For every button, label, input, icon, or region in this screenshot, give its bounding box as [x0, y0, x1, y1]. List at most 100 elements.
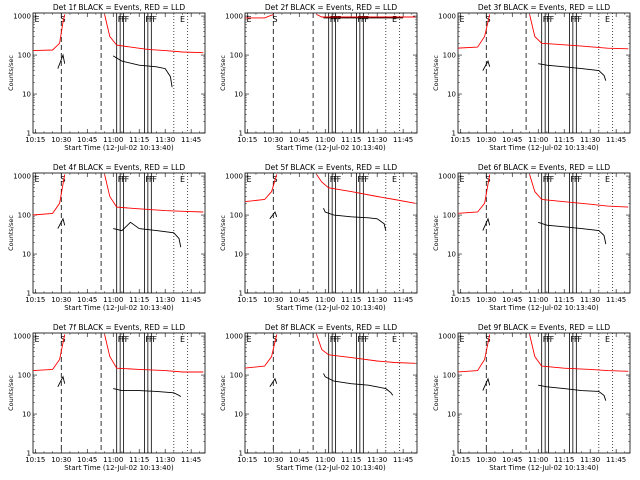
y-tick-label: 1000	[225, 173, 243, 181]
detector-panel-9: Det 9f BLACK = Events, RED = LLD 1 10 100 10…	[432, 323, 631, 472]
x-axis-label: Start Time (12-Jul-02 10:13:40)	[276, 304, 386, 312]
flare-marker-label: F	[152, 15, 157, 24]
saa-marker-label: S	[485, 335, 490, 344]
lld-series-line	[104, 14, 204, 54]
y-axis-label: Counts/sec	[7, 55, 15, 91]
events-series-line	[538, 384, 607, 401]
y-tick-label: 100	[18, 212, 31, 220]
x-tick-label: 10:30	[476, 296, 496, 304]
x-axis-label: Start Time (12-Jul-02 10:13:40)	[64, 144, 174, 152]
y-tick-label: 1	[27, 450, 31, 458]
x-tick-label: 10:30	[263, 296, 283, 304]
events-series-line	[113, 388, 182, 397]
plot-frame	[32, 332, 206, 454]
y-tick-label: 1000	[225, 13, 243, 21]
lld-series-line	[316, 174, 416, 204]
x-tick-label: 11:15	[129, 136, 149, 144]
eclipse-marker-label: E	[180, 335, 185, 344]
x-tick-label: 11:30	[367, 136, 387, 144]
flare-marker-label: F	[125, 15, 130, 24]
saa-marker-label: S	[485, 175, 490, 184]
panel-title: Det 2f BLACK = Events, RED = LLD	[265, 3, 398, 12]
x-tick-label: 11:00	[315, 456, 335, 464]
lld-series-line	[245, 174, 278, 203]
y-axis-label: Counts/sec	[219, 375, 227, 411]
x-tick-label: 10:30	[263, 136, 283, 144]
lld-series-line	[458, 174, 491, 214]
y-tick-label: 1	[27, 290, 31, 298]
y-tick-label: 1	[452, 130, 456, 138]
y-tick-label: 10	[447, 91, 456, 99]
eclipse-marker-label: E	[460, 335, 465, 344]
panel-title: Det 6f BLACK = Events, RED = LLD	[478, 163, 611, 172]
lld-series-line	[529, 14, 629, 50]
y-tick-label: 1	[452, 290, 456, 298]
y-tick-label: 100	[230, 212, 243, 220]
y-tick-label: 1	[239, 130, 243, 138]
x-tick-label: 11:00	[103, 296, 123, 304]
x-tick-label: 11:00	[528, 136, 548, 144]
events-series-line	[57, 217, 66, 229]
x-tick-label: 10:15	[25, 456, 45, 464]
eclipse-marker-label: E	[35, 335, 40, 344]
flare-marker-label: F	[550, 15, 555, 24]
x-tick-label: 10:45	[77, 296, 97, 304]
x-tick-label: 11:45	[393, 136, 413, 144]
x-tick-label: 10:15	[237, 136, 257, 144]
y-tick-label: 1000	[13, 13, 31, 21]
x-axis-label: Start Time (12-Jul-02 10:13:40)	[64, 304, 174, 312]
y-tick-label: 10	[22, 411, 31, 419]
x-tick-label: 10:45	[77, 136, 97, 144]
lld-series-line	[458, 334, 491, 373]
x-tick-label: 10:15	[25, 296, 45, 304]
lld-series-line	[104, 334, 204, 373]
panel-title: Det 4f BLACK = Events, RED = LLD	[53, 163, 186, 172]
flare-marker-label: F	[577, 175, 582, 184]
x-tick-label: 10:30	[51, 136, 71, 144]
y-tick-label: 1000	[225, 333, 243, 341]
saa-marker-label: S	[60, 175, 65, 184]
y-axis-label: Counts/sec	[432, 55, 440, 91]
panel-title: Det 1f BLACK = Events, RED = LLD	[53, 3, 186, 12]
lld-series-line	[33, 14, 66, 52]
events-series-line	[112, 55, 173, 88]
x-tick-label: 11:00	[315, 136, 335, 144]
events-series-line	[323, 208, 387, 231]
lld-series-line	[104, 174, 204, 213]
eclipse-marker-label: E	[605, 15, 610, 24]
events-series-line	[538, 63, 607, 81]
y-axis-label: Counts/sec	[7, 375, 15, 411]
x-tick-label: 10:30	[476, 136, 496, 144]
panel-title: Det 8f BLACK = Events, RED = LLD	[265, 323, 398, 332]
flare-marker-label: F	[550, 175, 555, 184]
lld-series-line	[316, 334, 416, 364]
x-tick-label: 10:30	[51, 456, 71, 464]
flare-marker-label: F	[550, 335, 555, 344]
y-tick-label: 1	[239, 290, 243, 298]
detector-panel-3: Det 3f BLACK = Events, RED = LLD 1 10 100 10…	[432, 3, 631, 152]
y-tick-label: 1	[27, 130, 31, 138]
lld-series-line	[529, 334, 629, 372]
x-tick-label: 11:00	[528, 456, 548, 464]
x-tick-label: 11:15	[554, 296, 574, 304]
x-tick-label: 10:30	[476, 456, 496, 464]
x-tick-label: 11:30	[155, 296, 175, 304]
x-tick-label: 11:45	[393, 296, 413, 304]
eclipse-marker-label: E	[247, 335, 252, 344]
x-tick-label: 11:45	[181, 296, 201, 304]
lld-series-line	[33, 334, 66, 371]
y-tick-label: 1	[452, 450, 456, 458]
y-tick-label: 1000	[13, 173, 31, 181]
flare-marker-label: F	[125, 175, 130, 184]
y-axis-label: Counts/sec	[432, 375, 440, 411]
events-series-line	[57, 53, 66, 69]
y-tick-label: 100	[230, 52, 243, 60]
plot-frame	[244, 332, 418, 454]
x-tick-label: 11:15	[554, 136, 574, 144]
eclipse-marker-label: E	[35, 175, 40, 184]
x-tick-label: 11:45	[606, 456, 626, 464]
y-tick-label: 10	[447, 251, 456, 259]
eclipse-marker-label: E	[247, 175, 252, 184]
eclipse-marker-label: E	[460, 15, 465, 24]
y-axis-label: Counts/sec	[7, 215, 15, 251]
